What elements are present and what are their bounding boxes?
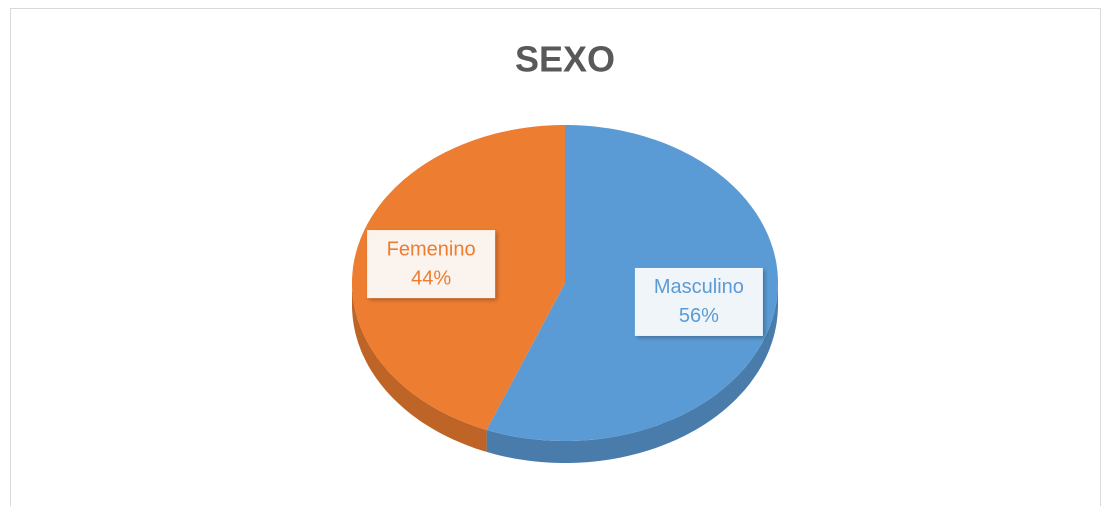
data-label-category: Femenino — [387, 238, 476, 260]
pie-slice — [486, 125, 778, 441]
data-label: Masculino 56% — [634, 267, 763, 336]
data-label-box — [634, 267, 763, 336]
plot-area: Masculino 56% Femenino 44% — [352, 125, 778, 463]
data-label-value: 56% — [679, 305, 719, 327]
data-label-value: 44% — [411, 267, 451, 289]
data-label-category: Masculino — [654, 276, 744, 298]
data-label: Femenino 44% — [367, 230, 496, 299]
slice-side — [352, 283, 487, 452]
data-label-box — [367, 230, 496, 299]
slice-side — [486, 283, 778, 463]
chart-title: SEXO — [515, 39, 615, 80]
